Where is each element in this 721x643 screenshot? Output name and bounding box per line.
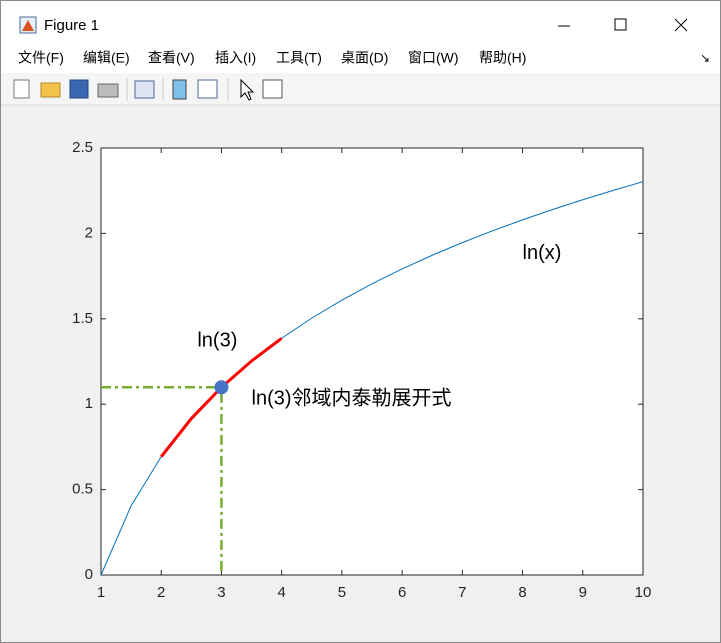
menu-item[interactable]: 编辑(E) <box>83 50 130 66</box>
menu-item[interactable]: 插入(I) <box>215 50 256 66</box>
print-icon[interactable] <box>97 83 119 98</box>
window-title: Figure 1 <box>44 17 99 34</box>
menu-item[interactable]: 桌面(D) <box>341 50 388 66</box>
menu-dock-arrow[interactable]: ↘ <box>700 51 710 65</box>
open-icon[interactable] <box>40 82 61 98</box>
y-tick-label: 0.5 <box>72 481 93 498</box>
y-tick-label: 1.5 <box>72 310 93 327</box>
x-tick-label: 5 <box>338 584 346 601</box>
property-icon[interactable] <box>262 79 283 99</box>
menu-item[interactable]: 查看(V) <box>148 50 195 66</box>
menu-item[interactable]: 帮助(H) <box>479 50 526 66</box>
y-tick-label: 2.5 <box>72 139 93 156</box>
new-icon[interactable] <box>13 79 30 99</box>
y-tick-label: 1 <box>85 395 93 412</box>
x-tick-label: 4 <box>277 584 285 601</box>
title-bar <box>1 1 720 45</box>
menu-item[interactable]: 窗口(W) <box>408 50 459 66</box>
colorbar-icon[interactable] <box>172 79 187 100</box>
annotation: ln(3)邻域内泰勒展开式 <box>252 386 452 409</box>
x-tick-label: 8 <box>518 584 526 601</box>
x-tick-label: 9 <box>579 584 587 601</box>
toolbar <box>1 73 720 105</box>
x-tick-label: 7 <box>458 584 466 601</box>
axes-box <box>100 147 644 576</box>
legend-icon[interactable] <box>197 79 218 99</box>
close-button[interactable] <box>674 18 688 32</box>
data-point <box>214 380 229 395</box>
y-tick-label: 0 <box>85 566 93 583</box>
y-tick-label: 2 <box>85 224 93 241</box>
save-icon[interactable] <box>69 79 89 99</box>
menu-item[interactable]: 工具(T) <box>276 50 322 66</box>
link-icon[interactable] <box>134 80 155 99</box>
pointer-icon[interactable] <box>240 78 255 101</box>
plot-area <box>101 148 643 575</box>
x-tick-label: 3 <box>217 584 225 601</box>
app-icon-glyph <box>22 20 34 31</box>
maximize-button[interactable] <box>614 18 627 31</box>
annotation: ln(x) <box>523 242 562 264</box>
x-tick-label: 6 <box>398 584 406 601</box>
x-tick-label: 1 <box>97 584 105 601</box>
x-tick-label: 10 <box>635 584 652 601</box>
menu-bar <box>1 45 720 73</box>
toolbar-icons <box>13 78 283 101</box>
menu-item[interactable]: 文件(F) <box>18 50 64 66</box>
annotation: ln(3) <box>197 329 237 351</box>
x-tick-label: 2 <box>157 584 165 601</box>
